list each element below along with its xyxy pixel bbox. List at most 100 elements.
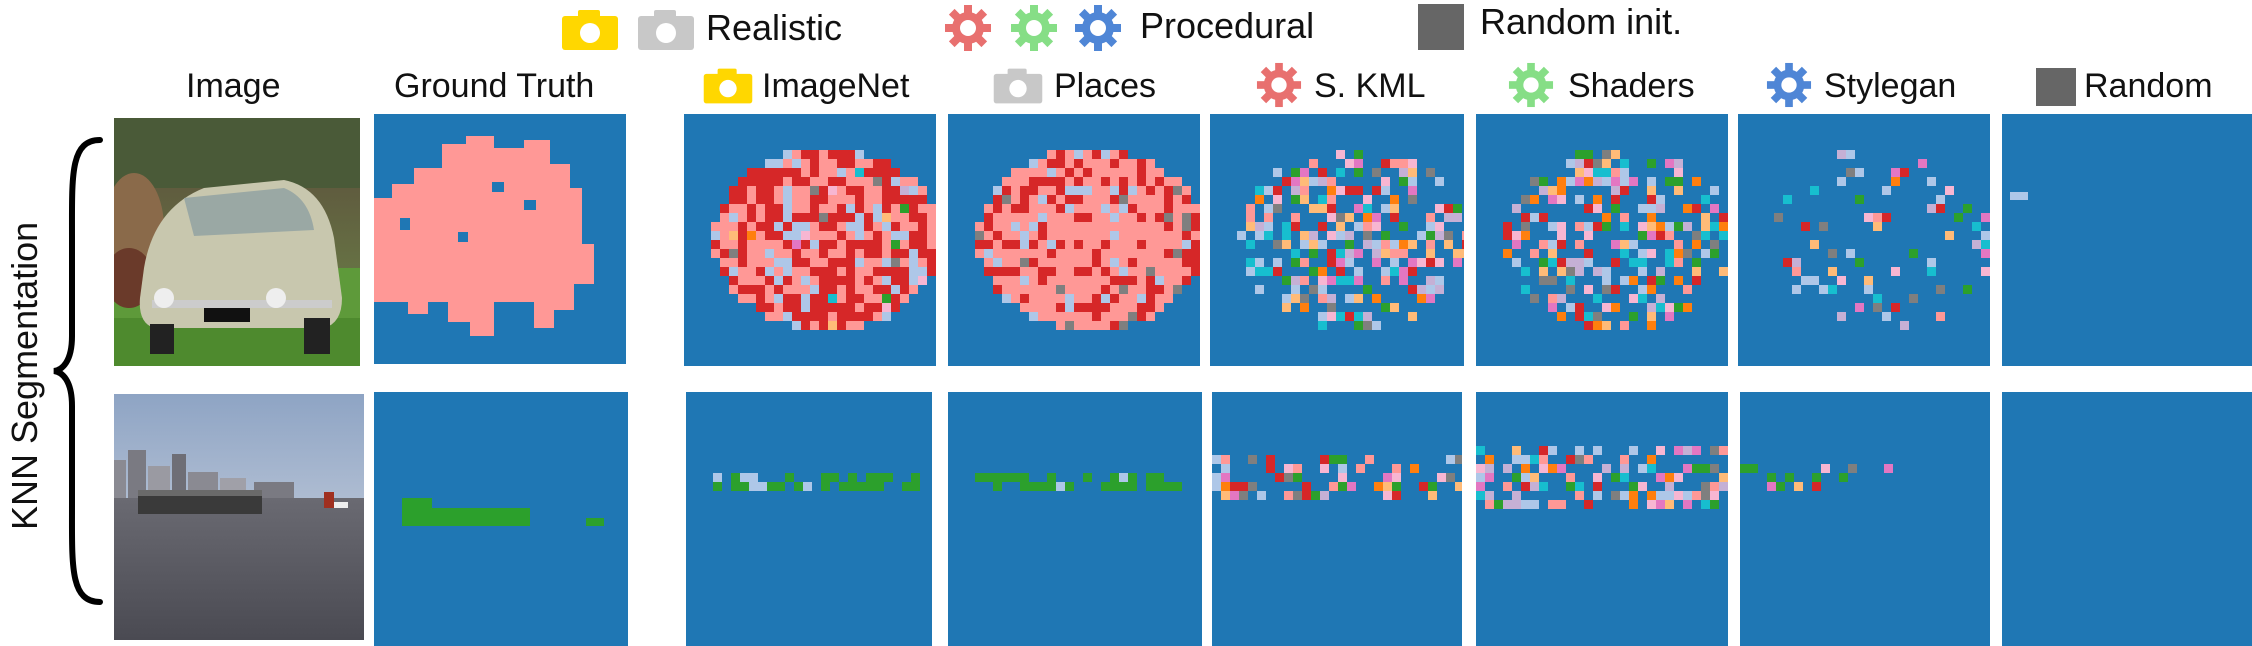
- segmentation-cell: [1011, 213, 1020, 222]
- segmentation-cell: [765, 294, 774, 303]
- segmentation-cell: [984, 231, 993, 240]
- segmentation-cell: [855, 303, 864, 312]
- segmentation-cell: [828, 240, 837, 249]
- segmentation-cell: [891, 294, 900, 303]
- segmentation-cell: [855, 204, 864, 213]
- segmentation-cell: [1092, 240, 1101, 249]
- segmentation-cell: [1128, 222, 1137, 231]
- segmentation-cell: [1173, 222, 1182, 231]
- segmentation-cell: [1101, 249, 1110, 258]
- segmentation-cell: [1408, 159, 1417, 168]
- segmentation-cell: [1110, 294, 1119, 303]
- segmentation-cell: [1611, 177, 1620, 186]
- segmentation-cell: [1927, 267, 1936, 276]
- segmentation-cell: [927, 249, 936, 258]
- segmentation-cell: [1128, 168, 1137, 177]
- segmentation-cell: [720, 258, 729, 267]
- segmentation-cell: [1110, 168, 1119, 177]
- segmentation-cell: [765, 222, 774, 231]
- segmentation-cell: [1593, 446, 1602, 455]
- segmentation-cell: [801, 231, 810, 240]
- segmentation-cell: [1011, 177, 1020, 186]
- segmentation-cell: [747, 240, 756, 249]
- segmentation-cell: [984, 222, 993, 231]
- segmentation-cell: [776, 482, 785, 491]
- segmentation-cell: [882, 276, 891, 285]
- segmentation-cell: [873, 267, 882, 276]
- segmentation-cell: [1593, 482, 1602, 491]
- segmentation-cell: [765, 204, 774, 213]
- segmentation-cell: [1038, 249, 1047, 258]
- segmentation-cell: [1164, 276, 1173, 285]
- segmentation-cell: [1417, 231, 1426, 240]
- segmentation-cell: [1083, 177, 1092, 186]
- segmentation-cell: [1837, 150, 1846, 159]
- segmentation-cell: [819, 168, 828, 177]
- segmentation-cell: [1399, 159, 1408, 168]
- segmentation-cell: [1584, 159, 1593, 168]
- segmentation-cell: [1119, 258, 1128, 267]
- segmentation-cell: [1453, 213, 1462, 222]
- segmentation-cell: [1119, 240, 1128, 249]
- segmentation-cell: [855, 267, 864, 276]
- segmentation-cell: [1656, 446, 1665, 455]
- segmentation-cell: [729, 186, 738, 195]
- segmentation-cell: [1074, 249, 1083, 258]
- segmentation-cell: [828, 168, 837, 177]
- segmentation-cell: [1390, 267, 1399, 276]
- segmentation-cell: [810, 177, 819, 186]
- segmentation-cell: [1191, 204, 1200, 213]
- segmentation-cell: [1128, 159, 1137, 168]
- segmentation-cell: [1056, 240, 1065, 249]
- segmentation-cell: [846, 204, 855, 213]
- segmentation-cell: [1302, 491, 1311, 500]
- segmentation-cell: [1146, 186, 1155, 195]
- segmentation-cell: [1074, 312, 1083, 321]
- segmentation-cell: [1981, 267, 1990, 276]
- segmentation-cell: [837, 312, 846, 321]
- segmentation-cell: [1539, 267, 1548, 276]
- segmentation-cell: [756, 213, 765, 222]
- segmentation-cell: [1873, 213, 1882, 222]
- segmentation-cell: [774, 186, 783, 195]
- segmentation-cell: [1539, 482, 1548, 491]
- segmentation-cell: [1575, 491, 1584, 500]
- segmentation-cell: [1083, 240, 1092, 249]
- segmentation-cell: [756, 204, 765, 213]
- segmentation-cell: [837, 276, 846, 285]
- segmentation-cell: [1255, 231, 1264, 240]
- segmentation-cell: [993, 482, 1002, 491]
- segmentation-cell: [1810, 276, 1819, 285]
- segmentation-cell: [1345, 249, 1354, 258]
- segmentation-cell: [1345, 258, 1354, 267]
- segmentation-cell: [1381, 177, 1390, 186]
- segmentation-cell: [1110, 231, 1119, 240]
- segmentation-cell: [1602, 464, 1611, 473]
- segmentation-cell: [1719, 213, 1728, 222]
- segmentation-cell: [900, 204, 909, 213]
- segmentation-cell: [1354, 267, 1363, 276]
- segmentation-cell: [783, 249, 792, 258]
- segmentation-cell: [1381, 303, 1390, 312]
- segmentation-cell: [828, 312, 837, 321]
- segmentation-cell: [1602, 150, 1611, 159]
- segmentation-cell: [873, 168, 882, 177]
- segmentation-cell: [1327, 231, 1336, 240]
- segmentation-cell: [1155, 177, 1164, 186]
- segmentation-cell: [729, 240, 738, 249]
- segmentation-cell: [1074, 240, 1083, 249]
- segmentation-cell: [873, 285, 882, 294]
- segmentation-cell: [1539, 446, 1548, 455]
- segmentation-cell: [891, 177, 900, 186]
- segmentation-cell: [1083, 222, 1092, 231]
- segmentation-cell: [1575, 446, 1584, 455]
- segmentation-cell: [984, 213, 993, 222]
- segmentation-cell: [1602, 267, 1611, 276]
- segmentation-cell: [783, 204, 792, 213]
- segmentation-cell: [1011, 249, 1020, 258]
- col-header-stylegan: Stylegan: [1824, 67, 1957, 105]
- segmentation-cell: [1248, 482, 1257, 491]
- segmentation-cell: [1164, 258, 1173, 267]
- segmentation-cell: [1354, 294, 1363, 303]
- segmentation-cell: [1164, 231, 1173, 240]
